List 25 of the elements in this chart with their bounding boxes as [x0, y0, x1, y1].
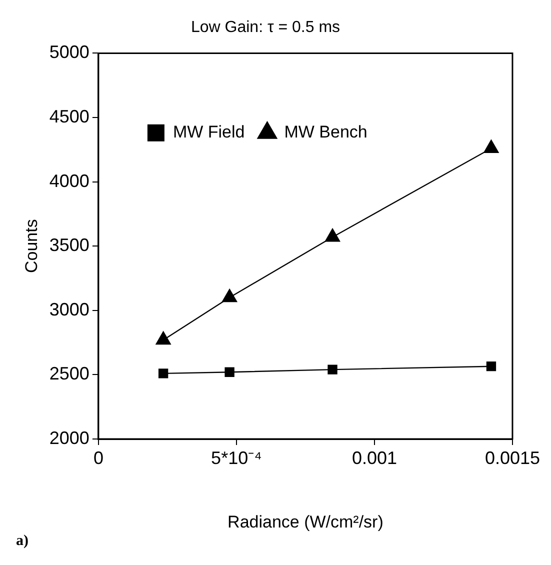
- y-tick-label: 2500: [49, 364, 90, 384]
- y-tick-label: 4500: [49, 106, 90, 126]
- point: [484, 140, 499, 153]
- x-tick-label: 0.001: [352, 448, 397, 468]
- point: [224, 367, 234, 377]
- point: [324, 228, 340, 242]
- x-tick-label: 0: [93, 448, 104, 468]
- point: [222, 288, 238, 302]
- x-axis-title: Radiance (W/cm²/sr): [228, 512, 384, 532]
- legend-label: MW Bench: [284, 122, 368, 142]
- y-tick-label: 4000: [49, 170, 90, 191]
- point: [158, 368, 168, 378]
- text: a): [16, 533, 28, 549]
- point: [486, 362, 496, 372]
- chart-title: Low Gain: τ = 0.5 ms: [190, 19, 340, 36]
- y-axis-title: Counts: [22, 219, 41, 274]
- legend-label: MW Field: [172, 122, 245, 142]
- point: [328, 364, 338, 374]
- y-tick-label: 3500: [49, 235, 90, 256]
- x-tick-label: 0.0015: [484, 448, 540, 468]
- y-tick-label: 5000: [49, 42, 90, 62]
- point: [156, 331, 171, 345]
- x-tick-label: 5*10⁻⁴: [211, 448, 262, 468]
- y-tick-label: 3000: [49, 299, 90, 320]
- y-tick-label: 2000: [49, 428, 90, 448]
